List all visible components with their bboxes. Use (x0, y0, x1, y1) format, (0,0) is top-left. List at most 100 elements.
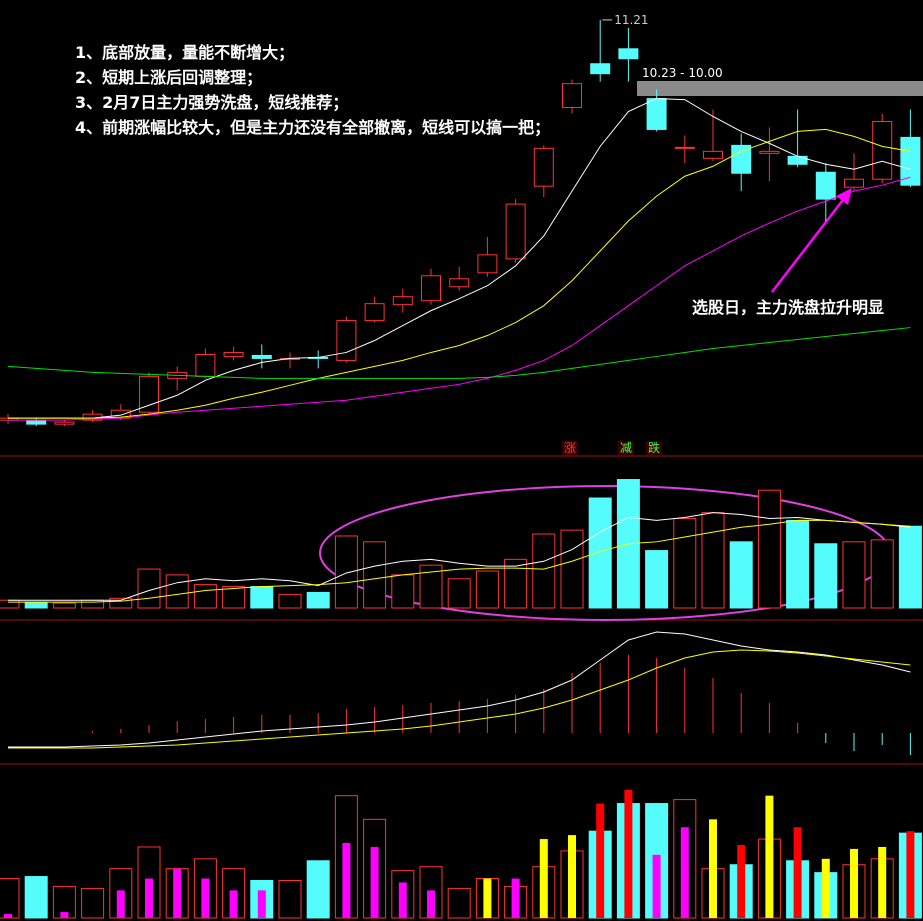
volume-bar (81, 599, 105, 609)
line (7, 327, 911, 379)
volume-bar (109, 597, 133, 609)
arrow-line (771, 195, 847, 293)
volume-bar (786, 519, 810, 609)
volume-bar (560, 529, 584, 609)
line (8, 519, 911, 603)
candle-body (223, 351, 244, 357)
outer-bar (306, 860, 330, 919)
signal-box (562, 441, 578, 455)
inner-bar (201, 878, 210, 918)
volume-bar (475, 570, 499, 609)
inner-bar (906, 831, 915, 918)
volume-bar (165, 574, 189, 609)
inner-bar (145, 878, 153, 918)
range-label: 10.23 - 10.00 (642, 66, 723, 80)
volume-bar (673, 517, 697, 609)
inner-bar (850, 848, 858, 918)
volume-bar (842, 541, 866, 609)
outer-bar (0, 878, 20, 919)
signal-box (618, 441, 634, 455)
outer-bar (24, 876, 48, 919)
line (8, 631, 911, 748)
inner-bar (765, 795, 774, 918)
candle-body (815, 171, 836, 200)
volume-bar (701, 512, 725, 609)
candle-body (421, 275, 441, 302)
candle-body (392, 296, 413, 306)
note: 4、前期涨幅比较大，但是主力还没有全部撤离，短线可以搞一把； (75, 118, 550, 137)
candle-body (562, 83, 582, 109)
outer-bar (81, 887, 105, 919)
volume-bar (222, 586, 246, 609)
inner-bar (511, 878, 520, 918)
volume-bar (729, 541, 753, 609)
candle-body (505, 203, 526, 260)
volume-bar (391, 574, 415, 609)
inner-bar (229, 890, 238, 918)
candle-body (336, 320, 357, 361)
signal-box (646, 441, 662, 455)
inner-bar (878, 846, 887, 918)
volume-bar (250, 586, 274, 609)
volume-bar (306, 591, 330, 609)
volume-bar (24, 601, 48, 609)
volume-bar (278, 593, 302, 609)
arrow-head (836, 188, 852, 205)
inner-bar (257, 890, 266, 918)
volume-bar (363, 541, 387, 609)
line (8, 512, 911, 601)
candle-body (251, 354, 272, 359)
inner-bar (568, 835, 576, 918)
arrow-note: 选股日，主力洗盘拉升明显 (692, 298, 884, 317)
volume-bar (645, 550, 669, 609)
volume-bar (814, 543, 838, 609)
volume-bar (447, 578, 471, 609)
inner-bar (680, 827, 689, 918)
inner-bar (709, 819, 717, 918)
inner-bar (60, 912, 69, 918)
outer-bar (447, 887, 471, 919)
volume-bar (532, 533, 556, 609)
inner-bar (539, 839, 548, 918)
signal: 减 (620, 441, 632, 455)
candle-body (364, 303, 385, 322)
candle-body (195, 353, 216, 377)
max-label: 11.21 (614, 13, 648, 27)
signal: 跌 (648, 440, 660, 455)
candle-body (646, 98, 667, 130)
inner-bar (427, 890, 435, 918)
note: 3、2月7日主力强势洗盘，短线推荐； (75, 93, 348, 112)
candle-body (844, 178, 864, 188)
signal: 涨 (564, 440, 576, 455)
volume-bar (757, 489, 781, 609)
inner-bar (483, 878, 492, 918)
range-bar (637, 81, 923, 96)
note: 2、短期上涨后回调整理； (75, 68, 262, 87)
candle-body (674, 146, 695, 149)
line (8, 128, 911, 419)
candle-body (533, 147, 554, 187)
outer-bar (278, 880, 302, 919)
candle-body (787, 155, 808, 165)
inner-bar (370, 846, 379, 918)
candle-body (590, 63, 611, 75)
line (8, 649, 911, 749)
note: 1、底部放量，量能不断增大； (75, 43, 294, 62)
line (8, 98, 911, 419)
volume-bar (898, 525, 922, 609)
volume-bar (334, 535, 358, 609)
inner-bar (596, 803, 605, 918)
volume-bar (0, 599, 20, 609)
candle-body (54, 421, 75, 425)
volume-bar (52, 602, 76, 609)
candle-body (477, 254, 498, 274)
inner-bar (4, 914, 12, 918)
inner-bar (652, 854, 661, 918)
candle-body (449, 278, 470, 288)
volume-bar (137, 568, 161, 609)
candle-body (900, 136, 921, 186)
inner-bar (821, 858, 830, 918)
